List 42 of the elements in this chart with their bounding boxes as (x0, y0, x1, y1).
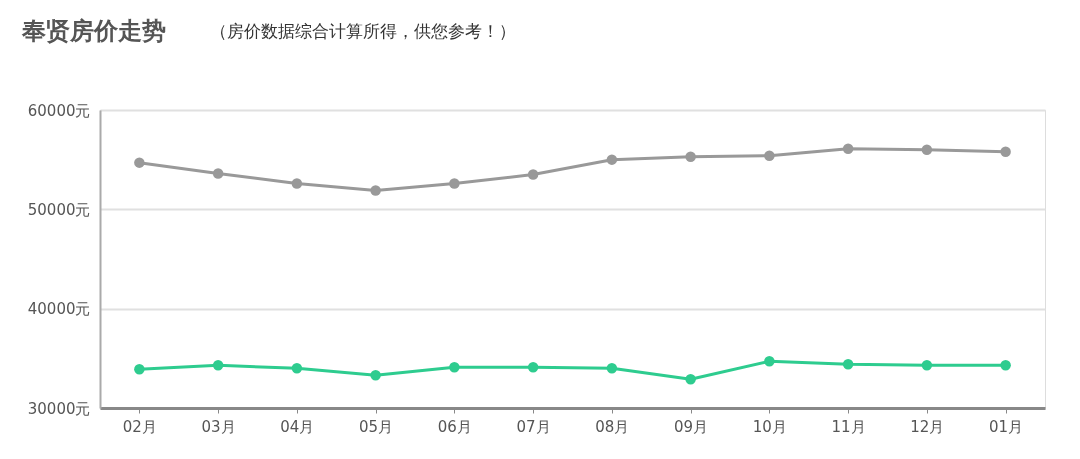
y-tick-label: 50000元 (27, 200, 91, 219)
point (449, 178, 460, 189)
point (527, 169, 539, 180)
point (134, 157, 145, 168)
point (921, 144, 933, 155)
x-tick-label: 12月 (910, 417, 945, 436)
point (842, 359, 854, 370)
point (1000, 146, 1011, 157)
y-tick-label: 60000元 (27, 101, 91, 120)
point (449, 362, 460, 373)
x-tick-label: 01月 (989, 417, 1024, 436)
point (921, 360, 933, 371)
point (685, 373, 696, 385)
point (134, 364, 145, 375)
x-tick-label: 10月 (752, 417, 787, 436)
point (1000, 360, 1011, 371)
chart-title: 奉贤房价走势 (21, 17, 166, 45)
point (370, 369, 381, 381)
x-tick-label: 09月 (674, 417, 709, 436)
point (212, 168, 224, 179)
point (764, 150, 775, 161)
x-tick-label: 11月 (831, 417, 866, 436)
point (527, 362, 539, 373)
point (764, 356, 775, 367)
x-tick-label: 08月 (595, 417, 630, 436)
x-tick-label: 03月 (201, 417, 236, 436)
x-tick-label: 07月 (516, 417, 551, 436)
point (291, 178, 303, 189)
point (842, 143, 854, 154)
point (685, 151, 696, 162)
chart-subtitle: （房价数据综合计算所得，供您参考！） (210, 21, 516, 41)
y-tick-label: 30000元 (27, 399, 91, 418)
point (606, 154, 618, 165)
point (212, 360, 224, 371)
point (370, 185, 381, 196)
y-tick-label: 40000元 (27, 300, 91, 319)
point (606, 363, 618, 374)
x-tick-label: 04月 (280, 417, 315, 436)
x-tick-label: 06月 (437, 417, 472, 436)
x-tick-label: 02月 (122, 417, 157, 436)
point (291, 363, 303, 374)
x-tick-label: 05月 (359, 417, 394, 436)
